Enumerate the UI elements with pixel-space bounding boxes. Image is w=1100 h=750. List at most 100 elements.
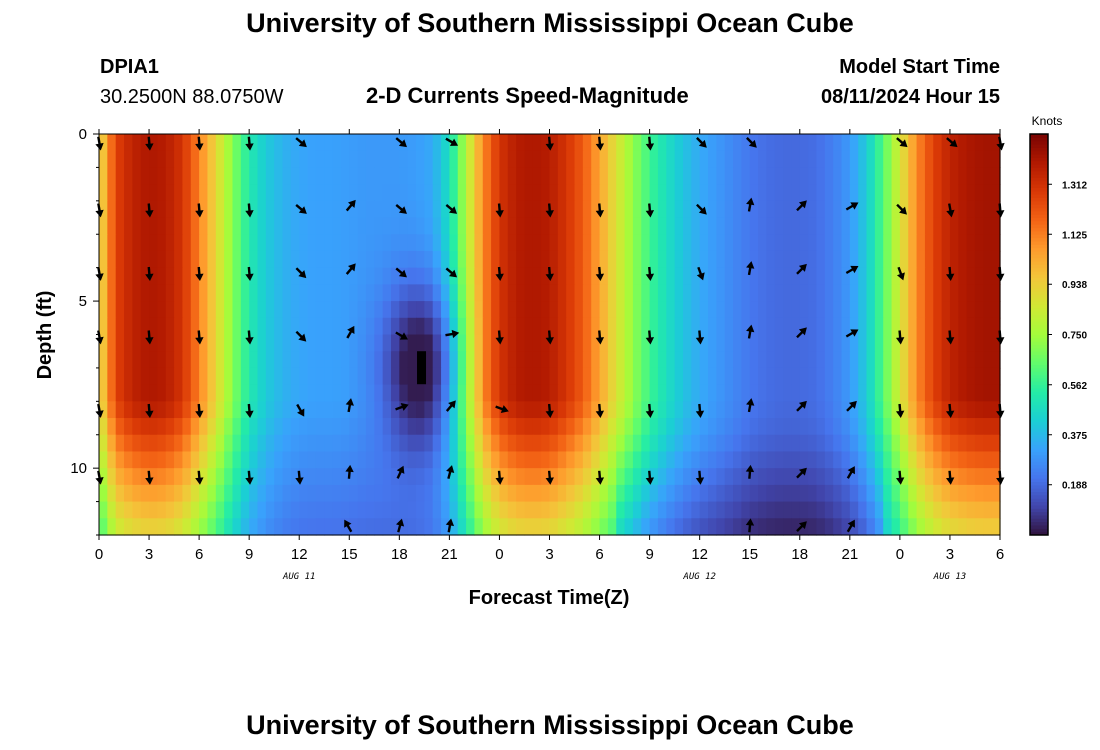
heatmap-cell bbox=[841, 351, 851, 369]
heatmap-cell bbox=[149, 384, 158, 402]
heatmap-cell bbox=[874, 351, 884, 369]
colorbar-segment bbox=[1030, 297, 1048, 302]
heatmap-cell bbox=[432, 434, 442, 453]
heatmap-cell bbox=[432, 167, 442, 185]
current-vector-arrow bbox=[295, 137, 307, 148]
heatmap-cell bbox=[516, 217, 526, 235]
heatmap-cell bbox=[716, 250, 726, 269]
current-vector-head bbox=[396, 465, 405, 474]
heatmap-cell bbox=[599, 484, 609, 503]
heatmap-cell bbox=[365, 150, 375, 169]
heatmap-cell bbox=[883, 484, 893, 503]
heatmap-cell bbox=[791, 150, 801, 169]
current-vector-arrow bbox=[195, 203, 204, 218]
heatmap-cell bbox=[365, 234, 375, 252]
heatmap-cell bbox=[390, 418, 400, 436]
heatmap-cell bbox=[891, 401, 901, 419]
x-tick-label: 0 bbox=[95, 546, 103, 563]
heatmap-cell bbox=[699, 250, 709, 269]
heatmap-cell bbox=[265, 234, 275, 252]
colorbar-segment bbox=[1030, 508, 1048, 513]
heatmap-cell bbox=[682, 401, 692, 419]
heatmap-cell bbox=[432, 301, 442, 319]
heatmap-cell bbox=[574, 334, 584, 352]
heatmap-cell bbox=[315, 484, 325, 503]
heatmap-cell bbox=[324, 200, 334, 219]
heatmap-cell bbox=[657, 284, 667, 302]
heatmap-cell bbox=[833, 217, 843, 235]
heatmap-cell bbox=[441, 167, 450, 185]
heatmap-cell bbox=[991, 184, 1001, 202]
heatmap-cell bbox=[99, 518, 108, 536]
heatmap-cell bbox=[774, 150, 784, 169]
heatmap-cell bbox=[182, 351, 192, 369]
heatmap-cell bbox=[407, 418, 417, 436]
heatmap-cell bbox=[866, 367, 876, 386]
heatmap-cell bbox=[399, 234, 409, 252]
heatmap-cell bbox=[224, 217, 234, 235]
heatmap-cell bbox=[616, 451, 626, 469]
heatmap-cell bbox=[741, 367, 751, 386]
heatmap-cell bbox=[591, 284, 601, 302]
heatmap-cell bbox=[582, 134, 592, 152]
heatmap-cell bbox=[124, 184, 133, 202]
heatmap-cell bbox=[549, 317, 559, 336]
heatmap-cell bbox=[682, 284, 692, 302]
heatmap-cell bbox=[741, 451, 751, 469]
heatmap-cell bbox=[532, 501, 542, 519]
heatmap-cell bbox=[657, 518, 667, 536]
heatmap-cell bbox=[199, 250, 209, 269]
heatmap-cell bbox=[933, 451, 943, 469]
current-vector-arrow bbox=[946, 137, 958, 148]
heatmap-cell bbox=[607, 301, 617, 319]
colorbar-segment bbox=[1030, 331, 1048, 335]
heatmap-cell bbox=[824, 284, 834, 302]
heatmap-cell bbox=[424, 317, 434, 336]
heatmap-cell bbox=[332, 250, 342, 269]
heatmap-cell bbox=[858, 134, 868, 152]
heatmap-cell bbox=[399, 217, 409, 235]
heatmap-cell bbox=[149, 451, 158, 469]
heatmap-cell bbox=[958, 184, 968, 202]
heatmap-cell bbox=[190, 418, 200, 436]
heatmap-cell bbox=[441, 134, 450, 152]
heatmap-cell bbox=[716, 184, 726, 202]
heatmap-cell bbox=[457, 434, 467, 453]
heatmap-cell bbox=[983, 134, 993, 152]
heatmap-cell bbox=[449, 434, 459, 453]
heatmap-cell bbox=[616, 250, 626, 269]
heatmap-cell bbox=[99, 317, 108, 336]
x-tick-label: 12 bbox=[291, 546, 308, 563]
colorbar-segment bbox=[1030, 451, 1048, 456]
heatmap-cell bbox=[891, 167, 901, 185]
heatmap-cell bbox=[624, 501, 634, 519]
heatmap-cell bbox=[332, 217, 342, 235]
heatmap-cell bbox=[616, 334, 626, 352]
heatmap-cell bbox=[516, 434, 526, 453]
heatmap-cell bbox=[99, 434, 108, 453]
heatmap-cell bbox=[699, 401, 709, 419]
heatmap-cell bbox=[524, 451, 534, 469]
heatmap-cell bbox=[866, 150, 876, 169]
heatmap-cell bbox=[557, 134, 567, 152]
heatmap-cell bbox=[365, 267, 375, 285]
heatmap-cell bbox=[441, 518, 450, 536]
heatmap-cell bbox=[549, 484, 559, 503]
heatmap-cell bbox=[958, 384, 968, 402]
heatmap-cell bbox=[632, 167, 642, 185]
heatmap-cell bbox=[174, 184, 184, 202]
heatmap-cell bbox=[774, 384, 784, 402]
heatmap-cell bbox=[616, 200, 626, 219]
heatmap-cell bbox=[774, 184, 784, 202]
heatmap-cell bbox=[516, 134, 526, 152]
heatmap-cell bbox=[215, 250, 225, 269]
heatmap-cell bbox=[491, 217, 501, 235]
heatmap-cell bbox=[916, 434, 926, 453]
current-vector-arrow bbox=[645, 203, 655, 218]
heatmap-cell bbox=[182, 217, 192, 235]
heatmap-cell bbox=[916, 518, 926, 536]
heatmap-cell bbox=[457, 250, 467, 269]
heatmap-cell bbox=[140, 434, 150, 453]
heatmap-cell bbox=[749, 451, 759, 469]
heatmap-cell bbox=[766, 284, 776, 302]
